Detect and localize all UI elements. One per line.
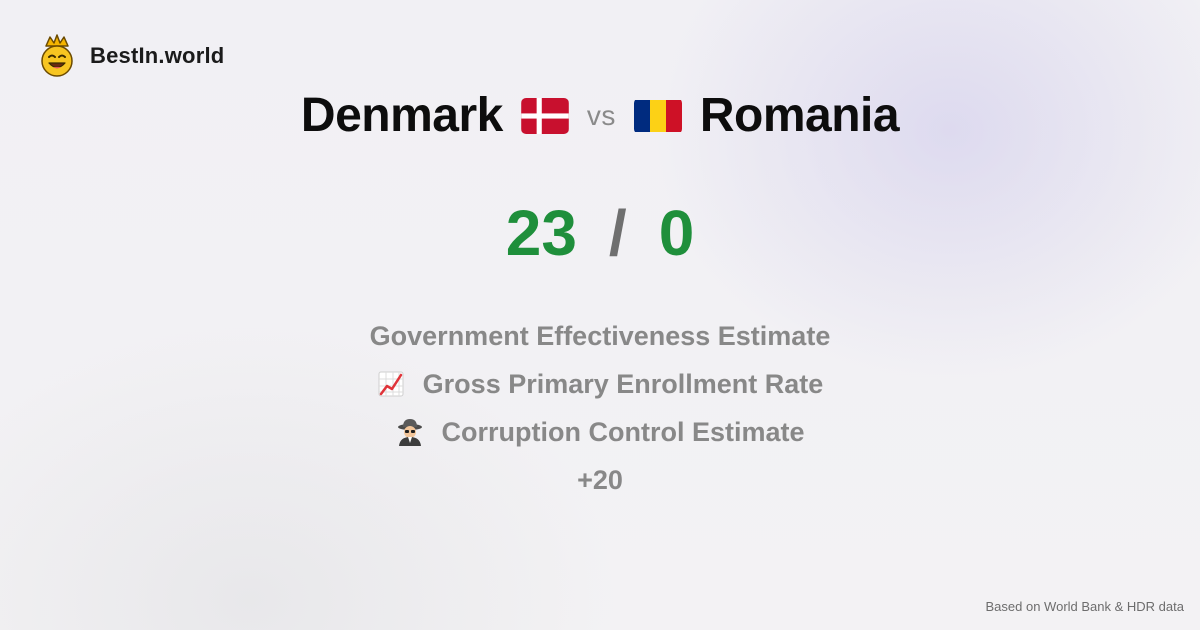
score-separator: / xyxy=(608,197,627,269)
comparison-headline: Denmark vs Romania xyxy=(0,88,1200,143)
metric-label: Gross Primary Enrollment Rate xyxy=(422,368,824,399)
metric-gross-primary-enrollment: Gross Primary Enrollment Rate xyxy=(377,360,824,408)
right-score: 0 xyxy=(658,197,695,269)
data-source-note: Based on World Bank & HDR data xyxy=(985,599,1184,614)
crown-smiley-icon xyxy=(41,34,73,77)
left-country-name: Denmark xyxy=(300,89,503,142)
vs-label: vs xyxy=(586,99,616,131)
detective-icon xyxy=(397,419,422,446)
denmark-flag-icon xyxy=(521,97,569,134)
brand[interactable]: BestIn.world xyxy=(38,34,224,78)
left-score: 23 xyxy=(505,197,577,269)
metric-label: Corruption Control Estimate xyxy=(441,416,805,447)
metric-corruption-control: Corruption Control Estimate xyxy=(396,408,805,456)
romania-flag-icon xyxy=(633,99,682,132)
more-metrics-count: +20 xyxy=(577,464,623,495)
right-country-name: Romania xyxy=(699,89,900,142)
metric-government-effectiveness: Government Effectiveness Estimate xyxy=(370,312,831,360)
metric-label: Government Effectiveness Estimate xyxy=(369,320,831,351)
metrics-list: Government Effectiveness Estimate Gross … xyxy=(0,312,1200,504)
brand-name: BestIn.world xyxy=(90,43,225,68)
score: 23 / 0 xyxy=(0,196,1200,270)
chart-increasing-icon xyxy=(378,371,404,397)
